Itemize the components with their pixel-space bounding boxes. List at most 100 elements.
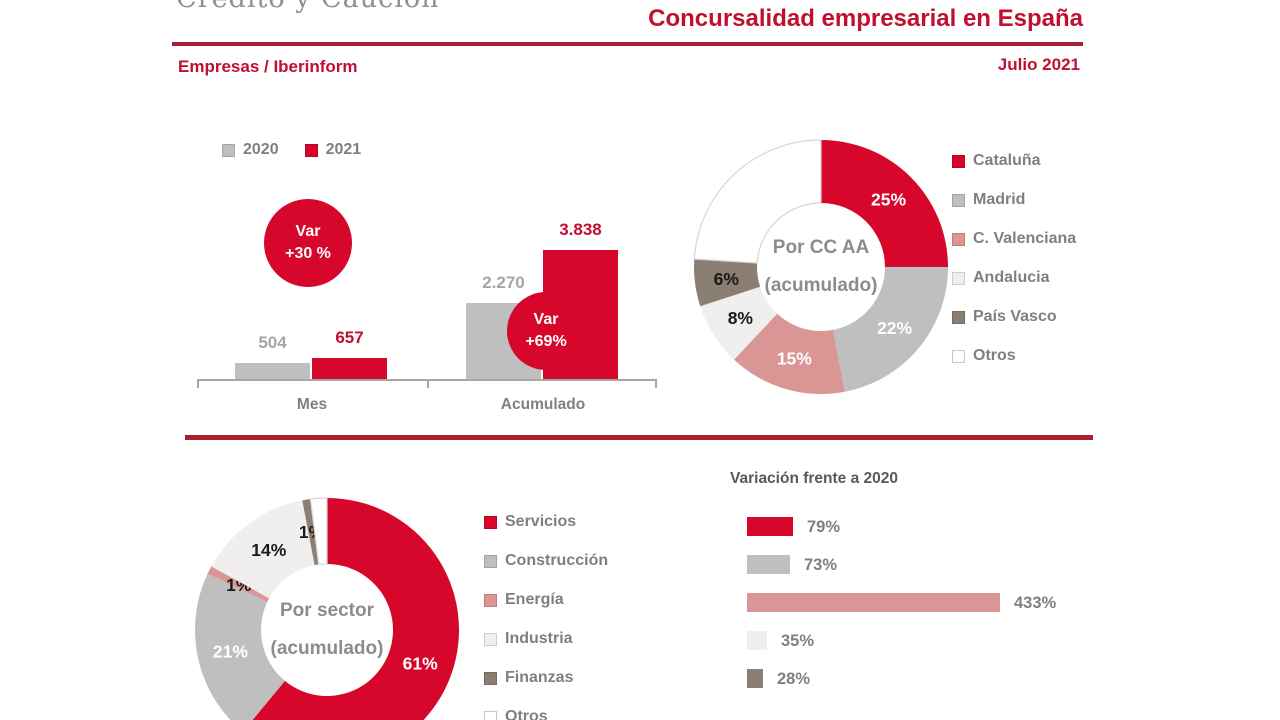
bar-2021-mes xyxy=(312,358,387,380)
legend-label: Energía xyxy=(505,591,564,608)
ccaa-donut-subtitle: (acumulado) xyxy=(764,275,878,296)
variation-badge-mes: Var +30 % xyxy=(264,199,352,287)
bar-2020-mes xyxy=(235,363,310,380)
legend-swatch xyxy=(484,554,497,568)
legend-item-pa-s-vasco: País Vasco xyxy=(952,307,1076,327)
donut-slice-label: 61% xyxy=(403,654,438,674)
variation-bar-energ-a xyxy=(747,593,1000,612)
donut-slice-label: 6% xyxy=(714,269,740,289)
legend-label: Madrid xyxy=(973,191,1026,208)
legend-swatch xyxy=(222,143,235,157)
donut-slice-label: 25% xyxy=(871,189,906,209)
legend-item-construcci-n: Construcción xyxy=(484,551,608,571)
donut-slice-label: 15% xyxy=(777,349,812,369)
legend-label: Servicios xyxy=(505,513,577,530)
legend-label: Industria xyxy=(505,630,573,647)
donut-slice-label: 21% xyxy=(213,642,248,662)
page-title: Concursalidad empresarial en España xyxy=(648,5,1083,32)
section-label: Empresas / Iberinform xyxy=(178,57,358,76)
variation-value-label: 28% xyxy=(777,670,811,688)
legend-swatch xyxy=(952,154,965,168)
variation-value-label: 73% xyxy=(804,556,838,574)
legend-swatch xyxy=(484,632,497,646)
legend-label: C. Valenciana xyxy=(973,230,1077,247)
bar-value-label: 2.270 xyxy=(482,273,525,292)
category-label-acumulado: Acumulado xyxy=(500,396,586,413)
variation-bar-finanzas xyxy=(747,669,763,688)
legend-item-finanzas: Finanzas xyxy=(484,668,608,688)
date-label: Julio 2021 xyxy=(997,55,1080,74)
variation-value-label: 79% xyxy=(807,518,841,536)
donut-slice-label: 22% xyxy=(877,318,912,338)
variation-badge-value: +30 % xyxy=(285,245,331,262)
donut-slice-otros xyxy=(309,497,328,566)
donut-slice-andalucia xyxy=(700,286,778,360)
x-axis-tick xyxy=(197,379,199,388)
legend-item-2020: 2020 xyxy=(222,141,279,159)
section-divider xyxy=(185,435,1093,440)
legend-item-industria: Industria xyxy=(484,629,608,649)
sector-donut-title: Por sector xyxy=(280,600,374,621)
legend-swatch xyxy=(952,310,965,324)
variation-badge-text: Var xyxy=(533,311,559,329)
legend-label: Andalucia xyxy=(973,269,1050,286)
donut-slice-pa-s-vasco xyxy=(694,259,761,307)
donut-slice-c-valenciana xyxy=(734,313,845,394)
legend-label: Finanzas xyxy=(505,669,574,686)
legend-item-andalucia: Andalucia xyxy=(952,268,1076,288)
legend-label: 2021 xyxy=(325,141,362,158)
legend-label: Otros xyxy=(505,708,548,720)
donut-slice-industria xyxy=(211,500,315,599)
bar-value-label: 657 xyxy=(335,328,364,347)
legend-label: Construcción xyxy=(505,552,609,569)
donut-slice-servicios xyxy=(252,498,459,720)
legend-item-c-valenciana: C. Valenciana xyxy=(952,229,1076,249)
variation-value-label: 35% xyxy=(781,632,815,650)
header-rule xyxy=(172,42,1083,46)
legend-swatch xyxy=(952,349,965,363)
legend-item-madrid: Madrid xyxy=(952,190,1076,210)
ccaa-donut-center-label: Por CC AA (acumulado) xyxy=(736,229,906,305)
legend-swatch xyxy=(304,143,318,157)
variation-value-label: 433% xyxy=(1014,594,1057,612)
category-label-mes: Mes xyxy=(296,396,328,413)
donut-slice-label: 14% xyxy=(251,540,286,560)
ccaa-legend: Cataluña Madrid C. Valenciana Andalucia País… xyxy=(952,151,1076,385)
legend-item-energ-a: Energía xyxy=(484,590,608,610)
legend-item-servicios: Servicios xyxy=(484,512,608,532)
legend-label: Cataluña xyxy=(973,152,1041,169)
donut-slice-otros xyxy=(693,139,822,264)
sector-donut-chart: 61%21%1%14%1% xyxy=(195,497,459,720)
bar-value-label: 504 xyxy=(258,333,287,352)
variation-bar-construcci-n xyxy=(747,555,790,574)
variation-chart-title: Variación frente a 2020 xyxy=(730,470,899,487)
legend-label: Otros xyxy=(973,347,1016,364)
legend-swatch xyxy=(484,710,497,720)
sector-donut-subtitle: (acumulado) xyxy=(270,638,384,659)
variation-bar-industria xyxy=(747,631,767,650)
donut-slice-energ-a xyxy=(207,566,270,602)
sector-legend: Servicios Construcción Energía Industria Fin… xyxy=(484,512,608,720)
ccaa-donut-chart: 25% 22% 15% 8% 6% xyxy=(693,139,948,394)
variation-badge-text: Var xyxy=(295,223,321,241)
sector-donut-center-label: Por sector (acumulado) xyxy=(242,592,412,668)
variation-bar-servicios xyxy=(747,517,793,536)
legend-swatch xyxy=(952,271,965,285)
variation-badge-acumulado: Var +69% xyxy=(507,292,585,370)
donut-slice-madrid xyxy=(832,267,948,392)
legend-swatch xyxy=(952,193,965,207)
legend-item-catalu-a: Cataluña xyxy=(952,151,1076,171)
legend-item-otros: Otros xyxy=(952,346,1076,366)
donut-slice-finanzas xyxy=(302,499,319,566)
legend-item-otros: Otros xyxy=(484,707,608,720)
variation-badge-value: +69% xyxy=(525,333,567,350)
legend-swatch xyxy=(484,671,497,685)
donut-slice-construcci-n xyxy=(195,573,285,720)
x-axis-tick xyxy=(427,379,429,388)
legend-label: País Vasco xyxy=(973,308,1057,325)
x-axis-tick xyxy=(655,379,657,388)
bar-value-label: 3.838 xyxy=(559,220,602,239)
legend-swatch xyxy=(484,515,497,529)
ccaa-donut-title: Por CC AA xyxy=(772,237,870,258)
